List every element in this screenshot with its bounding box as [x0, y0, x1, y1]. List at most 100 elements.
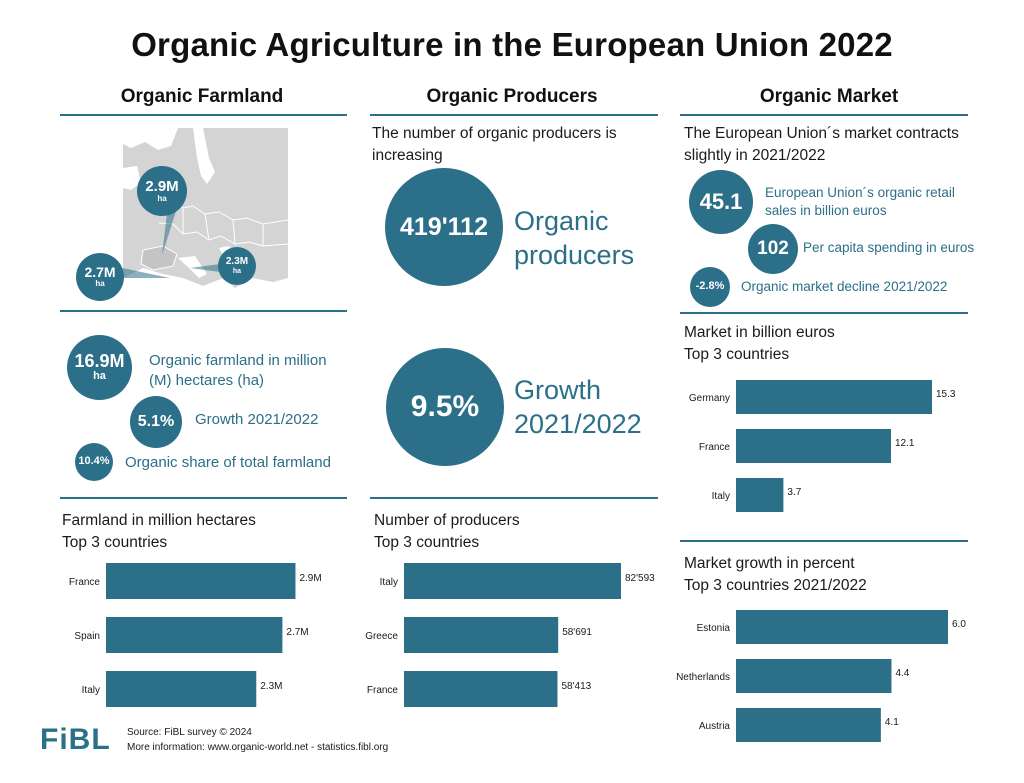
category-label: Austria: [699, 721, 731, 732]
chart-title: Market in billion euros: [684, 324, 835, 341]
value-label: 6.0: [952, 619, 966, 630]
column-header-farmland: Organic Farmland: [120, 86, 284, 107]
source-note: Source: FiBL survey © 2024 More informat…: [127, 726, 388, 755]
chart-subtitle: Top 3 countries: [684, 346, 790, 364]
divider: [60, 310, 347, 312]
page-title: Organic Agriculture in the European Unio…: [131, 26, 893, 63]
divider: [680, 312, 968, 314]
market-sales-label: European Union´s organic retail sales in…: [765, 185, 955, 219]
category-label: Greece: [365, 631, 398, 642]
value-label: 3.7: [787, 487, 801, 498]
farmland-growth-label: Growth 2021/2022: [195, 411, 319, 428]
chart-subtitle: Top 3 countries: [374, 534, 480, 552]
category-label: France: [367, 685, 399, 696]
chart-title: Farmland in million hectares: [62, 512, 256, 529]
farmland-total-label: Organic farmland in million (M) hectares…: [149, 352, 327, 389]
more-info-link[interactable]: More information: www.organic-world.net …: [127, 741, 389, 753]
source-text: Source: FiBL survey © 2024: [127, 727, 252, 738]
category-label: Germany: [689, 393, 730, 404]
map-label-france: 2.7M ha: [76, 253, 124, 301]
stat-value: 16.9M: [74, 351, 125, 372]
value-label: 2.3M: [260, 681, 282, 692]
divider: [680, 114, 968, 116]
producers-total-badge: 419'112: [385, 168, 503, 286]
value-label: 12.1: [895, 438, 915, 449]
divider: [370, 497, 658, 499]
fibl-logo: FiBL: [40, 723, 111, 756]
column-header-market: Organic Market: [759, 86, 899, 107]
chart-title: Market growth in percent: [684, 555, 855, 572]
bar-france: [404, 671, 558, 707]
value-label: 58'691: [562, 627, 592, 638]
stat-value: 10.4%: [78, 455, 110, 468]
producers-growth-label: Growth 2021/2022: [514, 375, 642, 439]
value-label: 2.7M: [286, 627, 308, 638]
category-label: Italy: [82, 685, 100, 696]
bar-spain: [106, 617, 283, 653]
divider: [680, 540, 968, 542]
divider: [370, 114, 658, 116]
stat-value: 9.5%: [410, 390, 480, 424]
farmland-bar-chart: France 2.9M Spain 2.7M Italy 2.3M: [69, 563, 322, 707]
value-label: 2.9M: [299, 573, 321, 584]
map-label-unit: ha: [157, 193, 167, 203]
stat-value: -2.8%: [695, 280, 725, 293]
divider: [60, 114, 347, 116]
producers-chart-title: Number of producers Top 3 countries: [374, 510, 654, 555]
market-chart-title: Market in billion euros Top 3 countries: [684, 322, 964, 367]
chart-subtitle: Top 3 countries 2021/2022: [684, 577, 867, 595]
category-label: Estonia: [697, 623, 731, 634]
bar-france: [106, 563, 296, 599]
bar-italy: [106, 671, 257, 707]
map-label-unit: ha: [95, 279, 105, 289]
stat-value: 419'112: [400, 212, 488, 241]
category-label: Spain: [74, 631, 100, 642]
value-label: 4.4: [895, 668, 909, 679]
growth-chart-title: Market growth in percent Top 3 countries…: [684, 553, 964, 598]
market-percapita-label: Per capita spending in euros: [803, 240, 975, 255]
value-label: 58'413: [561, 681, 591, 692]
map-label-germany: 2.9M ha: [137, 166, 187, 216]
bar-austria: [736, 708, 881, 742]
market-percapita-badge: 102: [748, 224, 798, 274]
bar-greece: [404, 617, 559, 653]
bar-netherlands: [736, 659, 892, 693]
market-decline-label: Organic market decline 2021/2022: [741, 279, 948, 294]
farmland-share-badge: 10.4%: [75, 443, 113, 481]
chart-subtitle: Top 3 countries: [62, 534, 168, 552]
category-label: Italy: [712, 491, 730, 502]
farmland-growth-badge: 5.1%: [130, 396, 182, 448]
stat-value: 45.1: [699, 189, 743, 215]
market-decline-badge: -2.8%: [690, 267, 730, 307]
map-label-value: 2.3M: [225, 256, 249, 268]
producers-growth-badge: 9.5%: [386, 348, 504, 466]
value-label: 15.3: [936, 389, 956, 400]
farmland-share-label: Organic share of total farmland: [125, 454, 331, 471]
market-bar-chart: Germany 15.3 France 12.1 Italy 3.7: [689, 380, 956, 512]
bar-italy: [404, 563, 621, 599]
stat-unit: ha: [93, 370, 106, 383]
bar-italy: [736, 478, 784, 512]
chart-title: Number of producers: [374, 512, 520, 529]
value-label: 82'593: [625, 573, 655, 584]
value-label: 4.1: [885, 717, 899, 728]
category-label: Netherlands: [676, 672, 730, 683]
producers-intro: The number of organic producers is incre…: [372, 125, 617, 165]
map-label-value: 2.7M: [84, 264, 116, 281]
growth-bar-chart: Estonia 6.0 Netherlands 4.4 Austria 4.1: [676, 610, 966, 742]
map-label-italy: 2.3M ha: [218, 247, 256, 285]
bar-germany: [736, 380, 932, 414]
stat-value: 5.1%: [137, 412, 175, 430]
producers-bar-chart: Italy 82'593 Greece 58'691 France 58'413: [365, 563, 655, 707]
category-label: France: [699, 442, 731, 453]
farmland-total-badge: 16.9M ha: [67, 335, 132, 400]
bar-france: [736, 429, 892, 463]
market-intro: The European Union´s market contracts sl…: [684, 125, 959, 165]
bar-estonia: [736, 610, 948, 644]
category-label: France: [69, 577, 101, 588]
map-label-unit: ha: [232, 267, 242, 275]
producers-total-label: Organic producers: [514, 206, 635, 270]
category-label: Italy: [380, 577, 398, 588]
column-header-producers: Organic Producers: [426, 86, 598, 107]
market-sales-badge: 45.1: [689, 170, 753, 234]
